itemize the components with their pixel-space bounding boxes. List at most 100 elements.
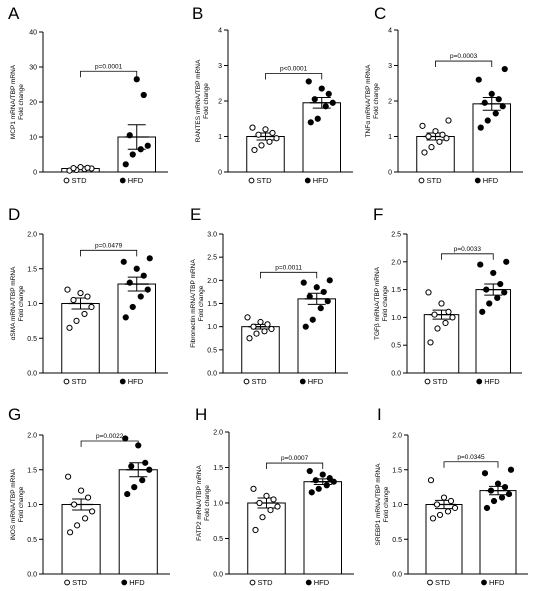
data-point — [483, 504, 491, 512]
data-point — [84, 164, 91, 171]
data-point — [257, 318, 264, 326]
data-point — [314, 115, 321, 122]
data-point — [325, 90, 332, 98]
x-tick-label: STD — [72, 377, 88, 386]
bar-hfd — [479, 490, 517, 575]
y-tick-label: 1 — [218, 134, 222, 141]
y-tick-label: 40 — [29, 30, 37, 37]
panel-label: D — [8, 205, 20, 224]
significance-bracket — [443, 461, 499, 468]
legend-marker — [305, 579, 312, 586]
y-tick-label: 0.5 — [207, 347, 217, 354]
bar-std — [241, 326, 280, 374]
data-point — [495, 96, 502, 103]
legend-marker — [299, 378, 306, 385]
y-tick-label: 1.0 — [392, 502, 402, 509]
y-tick-label: 0.0 — [213, 572, 223, 579]
legend-marker — [63, 177, 70, 184]
legend-marker — [119, 378, 126, 385]
data-point — [85, 494, 92, 501]
y-tick-label: 3 — [388, 63, 392, 70]
y-tick-label: 2 — [388, 99, 392, 106]
data-point — [246, 335, 253, 342]
y-tick-label: 2.0 — [27, 433, 37, 440]
y-tick-label: 1.5 — [392, 467, 402, 474]
x-tick-label: HFD — [128, 377, 144, 386]
data-point — [129, 303, 136, 311]
bar-hfd — [475, 289, 511, 374]
x-tick-label: HFD — [313, 176, 329, 185]
data-point — [67, 529, 74, 536]
y-tick-label: 0.0 — [392, 572, 402, 579]
data-point — [268, 325, 275, 333]
y-axis-label-unit: Fold change — [18, 285, 25, 321]
data-point — [307, 119, 314, 126]
significance-bracket — [265, 73, 323, 80]
data-point — [250, 485, 257, 492]
y-tick-label: 0.0 — [207, 371, 217, 378]
p-value-label: p<0.0001 — [280, 65, 308, 72]
data-point — [313, 284, 320, 291]
data-point — [146, 255, 153, 262]
data-point — [432, 128, 439, 135]
p-value-label: p=0.0345 — [457, 454, 485, 461]
data-point — [74, 522, 81, 529]
bar-hfd — [118, 469, 158, 575]
y-tick-label: 1.0 — [391, 315, 401, 322]
bar-std — [425, 504, 463, 575]
data-point — [427, 477, 435, 484]
y-tick-label: 0 — [388, 170, 392, 177]
data-point — [258, 142, 265, 149]
panel-h: H 0.0 0.5 1.0 1.5 2.0 FATP2 mRNA/TBP mRNA Fold … — [195, 405, 354, 587]
data-point — [487, 487, 495, 494]
data-point — [481, 99, 488, 106]
data-point — [77, 164, 84, 171]
panel-e: E 0.0 0.5 1.0 1.5 2.0 2.5 3.0 Fibronectin mRNA/T… — [190, 205, 348, 386]
data-point — [481, 470, 489, 477]
data-point — [419, 122, 426, 129]
data-point — [477, 124, 484, 131]
data-point — [133, 76, 140, 83]
data-point — [262, 126, 269, 133]
data-point — [477, 261, 484, 268]
y-tick-label: 20 — [29, 100, 37, 107]
panel-f: F 0.0 0.5 1.0 1.5 2.0 2.5 TGFβ mRNA/TBP mRNA Fol… — [373, 205, 522, 386]
data-point — [126, 279, 133, 286]
significance-bracket — [441, 253, 494, 260]
y-tick-label: 2.0 — [207, 278, 217, 285]
data-point — [146, 466, 153, 473]
data-point — [503, 258, 510, 265]
data-point — [88, 303, 95, 311]
data-point — [64, 286, 71, 293]
data-point — [81, 310, 88, 318]
data-point — [84, 293, 91, 300]
x-tick-label: STD — [258, 578, 274, 587]
data-point — [322, 103, 329, 110]
p-value-label: p=0.0001 — [95, 63, 123, 70]
y-axis-label-unit: Fold change — [204, 485, 211, 521]
y-tick-label: 0 — [218, 170, 222, 177]
panel-label: E — [190, 205, 201, 224]
data-point — [82, 515, 89, 522]
data-point — [256, 499, 263, 507]
data-point — [427, 339, 434, 346]
data-point — [442, 319, 449, 327]
panel-label: F — [373, 205, 383, 224]
data-point — [309, 316, 316, 323]
data-point — [501, 484, 509, 491]
data-point — [133, 265, 140, 272]
data-point — [507, 466, 515, 473]
panel-a: A 0 10 20 30 40 MCP1 mRNA/TBP mRNA Fold change S… — [8, 4, 168, 185]
y-tick-label: 2.0 — [213, 430, 223, 437]
bar-hfd — [472, 103, 511, 173]
data-point — [261, 328, 268, 335]
y-tick-label: 3 — [218, 63, 222, 70]
y-tick-label: 0.0 — [391, 371, 401, 378]
data-point — [499, 103, 506, 110]
data-point — [315, 485, 322, 492]
x-tick-label: HFD — [483, 176, 499, 185]
legend-marker — [474, 177, 481, 184]
x-tick-label: HFD — [484, 377, 500, 386]
y-tick-label: 2.5 — [207, 255, 217, 262]
